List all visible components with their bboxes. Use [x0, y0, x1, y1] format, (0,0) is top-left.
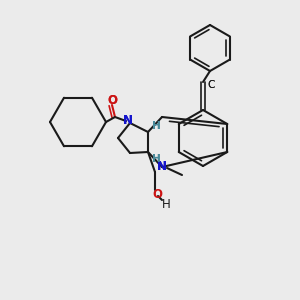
Text: N: N: [157, 160, 167, 173]
Text: C: C: [207, 80, 215, 90]
Text: N: N: [123, 115, 133, 128]
Text: C: C: [207, 80, 215, 90]
Text: H: H: [152, 154, 160, 164]
Text: N: N: [157, 160, 167, 173]
Text: N: N: [123, 115, 133, 128]
Text: O: O: [107, 94, 117, 106]
Text: O: O: [152, 188, 162, 200]
Text: H: H: [152, 121, 160, 131]
Text: O: O: [107, 94, 117, 106]
Text: H: H: [152, 154, 160, 164]
Text: H: H: [162, 197, 170, 211]
Text: H: H: [152, 121, 160, 131]
